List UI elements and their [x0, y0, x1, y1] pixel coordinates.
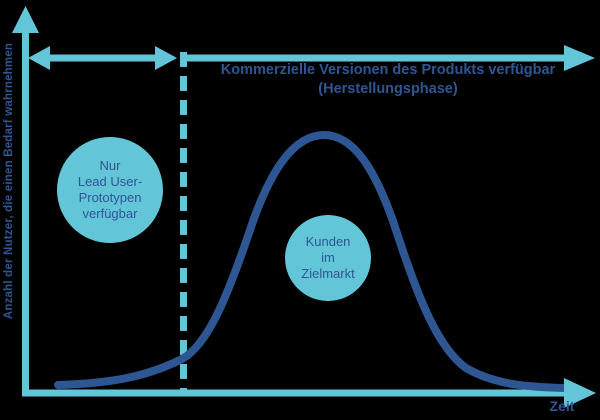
- target-market-bubble-line2: im: [321, 250, 335, 265]
- target-market-bubble-line1: Kunden: [305, 234, 351, 249]
- bell-curve: [54, 130, 569, 392]
- x-axis-arrowhead-icon: [564, 378, 596, 408]
- x-axis-label: Zeit: [549, 398, 575, 414]
- lead-user-bubble-line3: Prototypen: [78, 190, 142, 205]
- right-arrowhead-icon: [155, 46, 177, 70]
- commercial-phase-title-line2: (Herstellungsphase): [318, 81, 458, 97]
- commercial-arrowhead-icon: [564, 45, 595, 71]
- commercial-phase-title-line1: Kommerzielle Versionen des Produkts verf…: [220, 62, 556, 78]
- lead-user-bubble-line2: Lead User-: [77, 174, 143, 189]
- left-arrowhead-icon: [28, 46, 50, 70]
- y-axis-arrowhead-icon: [12, 6, 39, 33]
- lead-user-bubble-line1: Nur: [99, 158, 121, 173]
- y-axis-label: Anzahl der Nutzer, die einen Bedarf wahr…: [3, 42, 15, 320]
- lead-user-bubble-line4: verfügbar: [82, 206, 138, 221]
- commercial-phase-title: Kommerzielle Versionen des Produkts verf…: [190, 61, 586, 99]
- lead-user-bubble: Nur Lead User- Prototypen verfügbar: [57, 137, 163, 243]
- target-market-bubble-line3: Zielmarkt: [301, 266, 355, 281]
- target-market-bubble: Kunden im Zielmarkt: [285, 215, 371, 301]
